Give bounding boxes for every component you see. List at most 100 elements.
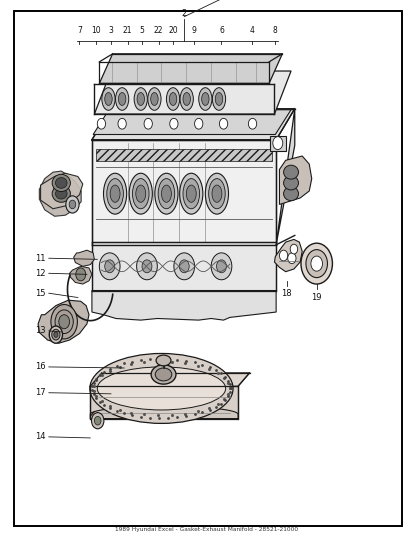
Circle shape xyxy=(104,260,114,273)
Polygon shape xyxy=(93,110,290,134)
Circle shape xyxy=(279,250,287,261)
Ellipse shape xyxy=(150,93,158,105)
Ellipse shape xyxy=(115,88,128,110)
Text: 19: 19 xyxy=(311,293,321,302)
Ellipse shape xyxy=(156,355,171,366)
Ellipse shape xyxy=(104,93,112,105)
Polygon shape xyxy=(74,250,94,266)
Ellipse shape xyxy=(90,353,233,423)
Circle shape xyxy=(300,243,332,284)
Text: 4: 4 xyxy=(249,26,254,35)
Polygon shape xyxy=(40,173,83,209)
Circle shape xyxy=(219,118,227,129)
Polygon shape xyxy=(90,406,237,419)
Text: 22: 22 xyxy=(154,26,163,35)
Text: 6: 6 xyxy=(218,26,223,35)
Text: 16: 16 xyxy=(35,363,45,371)
Polygon shape xyxy=(279,156,311,204)
Circle shape xyxy=(51,305,77,339)
Circle shape xyxy=(142,260,152,273)
Ellipse shape xyxy=(201,93,209,105)
Circle shape xyxy=(169,118,178,129)
Polygon shape xyxy=(92,140,275,245)
Ellipse shape xyxy=(212,88,225,110)
Ellipse shape xyxy=(205,173,228,214)
Circle shape xyxy=(49,326,62,343)
Ellipse shape xyxy=(151,365,176,384)
Ellipse shape xyxy=(135,185,145,202)
Circle shape xyxy=(248,118,256,129)
Circle shape xyxy=(94,416,101,425)
Text: 2: 2 xyxy=(181,9,186,18)
Circle shape xyxy=(194,118,202,129)
Circle shape xyxy=(287,253,295,264)
Text: 11: 11 xyxy=(35,254,45,263)
Polygon shape xyxy=(38,300,89,343)
Circle shape xyxy=(99,253,120,280)
Ellipse shape xyxy=(52,185,70,202)
Circle shape xyxy=(216,260,226,273)
Circle shape xyxy=(290,244,297,254)
Text: 20: 20 xyxy=(168,26,178,35)
Circle shape xyxy=(179,260,189,273)
Circle shape xyxy=(305,250,327,278)
Polygon shape xyxy=(275,109,294,245)
Text: 12: 12 xyxy=(35,269,45,278)
Text: 1989 Hyundai Excel - Gasket-Exhaust Manifold - 28521-21000: 1989 Hyundai Excel - Gasket-Exhaust Mani… xyxy=(115,527,298,532)
Circle shape xyxy=(91,413,104,429)
Polygon shape xyxy=(39,171,81,216)
Ellipse shape xyxy=(186,185,196,202)
Circle shape xyxy=(136,253,157,280)
Ellipse shape xyxy=(102,88,115,110)
Polygon shape xyxy=(92,242,275,291)
Polygon shape xyxy=(269,136,285,151)
Circle shape xyxy=(52,329,60,340)
Ellipse shape xyxy=(55,188,67,199)
Ellipse shape xyxy=(97,367,225,410)
Circle shape xyxy=(211,253,231,280)
Polygon shape xyxy=(96,149,271,161)
Ellipse shape xyxy=(283,165,298,179)
Circle shape xyxy=(173,253,194,280)
Polygon shape xyxy=(99,54,282,83)
Ellipse shape xyxy=(52,174,70,192)
Text: 13: 13 xyxy=(35,327,45,335)
Text: 14: 14 xyxy=(35,433,45,441)
Ellipse shape xyxy=(215,93,222,105)
Polygon shape xyxy=(69,266,92,284)
Circle shape xyxy=(310,256,322,271)
Ellipse shape xyxy=(208,179,225,209)
Text: 8: 8 xyxy=(272,26,277,35)
Text: 7: 7 xyxy=(77,26,82,35)
Ellipse shape xyxy=(107,179,123,209)
Circle shape xyxy=(59,315,69,329)
Ellipse shape xyxy=(169,93,176,105)
Ellipse shape xyxy=(129,173,152,214)
Text: 9: 9 xyxy=(191,26,196,35)
Circle shape xyxy=(54,332,58,337)
Ellipse shape xyxy=(110,185,120,202)
Ellipse shape xyxy=(137,93,144,105)
Text: 18: 18 xyxy=(281,289,292,299)
Circle shape xyxy=(55,310,73,334)
Text: 21: 21 xyxy=(123,26,132,35)
Ellipse shape xyxy=(272,137,282,150)
Ellipse shape xyxy=(179,173,202,214)
Ellipse shape xyxy=(118,93,126,105)
Ellipse shape xyxy=(211,185,221,202)
Polygon shape xyxy=(92,109,294,140)
Circle shape xyxy=(69,200,76,209)
Ellipse shape xyxy=(154,173,178,214)
Ellipse shape xyxy=(155,368,171,381)
Ellipse shape xyxy=(180,88,193,110)
Ellipse shape xyxy=(183,93,190,105)
Circle shape xyxy=(76,268,85,281)
Circle shape xyxy=(66,196,79,213)
Polygon shape xyxy=(90,373,249,386)
Polygon shape xyxy=(92,291,275,320)
Ellipse shape xyxy=(103,173,126,214)
Ellipse shape xyxy=(161,185,171,202)
Text: 10: 10 xyxy=(91,26,101,35)
Polygon shape xyxy=(90,386,237,419)
Polygon shape xyxy=(94,71,290,114)
